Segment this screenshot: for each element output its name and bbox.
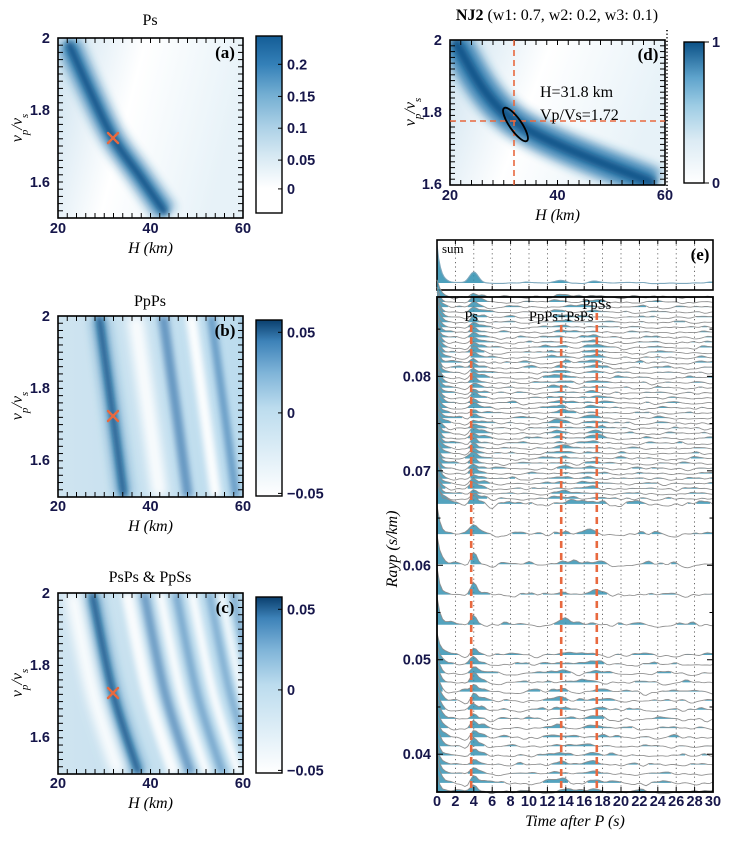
svg-text:0.05: 0.05: [287, 602, 315, 618]
svg-text:2: 2: [451, 794, 459, 810]
svg-text:1.6: 1.6: [30, 453, 50, 469]
svg-text:0.15: 0.15: [287, 89, 315, 105]
svg-text:1.8: 1.8: [30, 658, 50, 674]
svg-text:(a): (a): [215, 43, 235, 62]
svg-text:20: 20: [50, 221, 66, 237]
svg-text:28: 28: [687, 794, 703, 810]
svg-text:Ps: Ps: [142, 12, 157, 29]
svg-text:40: 40: [142, 776, 158, 792]
svg-text:(d): (d): [638, 45, 659, 64]
svg-text:H=31.8 km: H=31.8 km: [540, 84, 614, 101]
svg-text:(b): (b): [215, 321, 236, 340]
svg-text:40: 40: [549, 188, 565, 204]
svg-text:2: 2: [42, 31, 50, 47]
svg-text:(e): (e): [691, 245, 710, 264]
svg-text:26: 26: [668, 794, 684, 810]
svg-text:1: 1: [712, 35, 720, 51]
svg-text:vp/vs: vp/vs: [9, 114, 31, 142]
svg-text:12: 12: [539, 794, 555, 810]
svg-text:vp/vs: vp/vs: [9, 669, 31, 697]
svg-text:1.8: 1.8: [30, 381, 50, 397]
svg-text:PpPs: PpPs: [134, 293, 166, 310]
svg-text:2: 2: [42, 309, 50, 325]
svg-text:PsPs & PpSs: PsPs & PpSs: [109, 569, 192, 586]
svg-text:16: 16: [576, 794, 592, 810]
svg-text:(c): (c): [216, 598, 235, 617]
svg-text:20: 20: [442, 188, 458, 204]
svg-text:18: 18: [595, 794, 611, 810]
svg-text:40: 40: [142, 221, 158, 237]
svg-text:14: 14: [558, 794, 574, 810]
svg-text:Vp/Vs=1.72: Vp/Vs=1.72: [540, 107, 619, 124]
svg-text:0.05: 0.05: [403, 653, 431, 669]
svg-text:6: 6: [488, 794, 496, 810]
svg-text:sum: sum: [442, 241, 464, 256]
svg-text:60: 60: [235, 221, 251, 237]
svg-text:0.07: 0.07: [403, 464, 431, 480]
svg-text:20: 20: [613, 794, 629, 810]
svg-text:60: 60: [235, 499, 251, 515]
svg-text:30: 30: [705, 794, 721, 810]
svg-text:−0.05: −0.05: [287, 763, 324, 779]
svg-text:0.04: 0.04: [403, 747, 431, 763]
svg-text:2: 2: [42, 586, 50, 602]
svg-text:Time after P (s): Time after P (s): [525, 813, 625, 830]
svg-text:0.05: 0.05: [287, 153, 315, 169]
svg-text:0: 0: [712, 176, 720, 192]
svg-text:40: 40: [142, 499, 158, 515]
svg-text:vp/vs: vp/vs: [9, 392, 31, 420]
svg-text:1.6: 1.6: [30, 175, 50, 191]
svg-text:PpSs: PpSs: [582, 297, 611, 313]
svg-text:8: 8: [507, 794, 515, 810]
svg-text:0.2: 0.2: [287, 57, 307, 73]
svg-text:20: 20: [50, 776, 66, 792]
svg-text:−0.05: −0.05: [287, 486, 324, 502]
svg-text:0.08: 0.08: [403, 369, 431, 385]
svg-text:22: 22: [631, 794, 647, 810]
svg-text:0: 0: [433, 794, 441, 810]
svg-text:60: 60: [235, 776, 251, 792]
svg-text:10: 10: [521, 794, 537, 810]
svg-text:1.8: 1.8: [30, 103, 50, 119]
svg-text:H (km): H (km): [127, 240, 173, 257]
svg-text:H (km): H (km): [127, 795, 173, 812]
svg-text:2: 2: [434, 33, 442, 49]
svg-text:0: 0: [287, 182, 295, 198]
svg-text:Ps: Ps: [464, 309, 478, 325]
svg-text:0.1: 0.1: [287, 121, 307, 137]
svg-text:Rayp (s/km): Rayp (s/km): [384, 511, 401, 589]
svg-text:vp/vs: vp/vs: [402, 98, 424, 126]
svg-text:0.05: 0.05: [287, 325, 315, 341]
svg-text:1.6: 1.6: [422, 177, 442, 193]
svg-text:4: 4: [470, 794, 478, 810]
svg-text:24: 24: [650, 794, 666, 810]
svg-text:0.06: 0.06: [403, 558, 431, 574]
svg-text:0: 0: [287, 406, 295, 422]
svg-text:0: 0: [287, 683, 295, 699]
svg-text:H (km): H (km): [534, 207, 580, 224]
svg-text:20: 20: [50, 499, 66, 515]
svg-text:NJ2 (w1: 0.7, w2: 0.2, w3: 0.1: NJ2 (w1: 0.7, w2: 0.2, w3: 0.1): [456, 7, 658, 24]
svg-text:1.6: 1.6: [30, 730, 50, 746]
svg-text:1.8: 1.8: [422, 105, 442, 121]
svg-text:H (km): H (km): [127, 518, 173, 535]
svg-text:60: 60: [657, 188, 673, 204]
